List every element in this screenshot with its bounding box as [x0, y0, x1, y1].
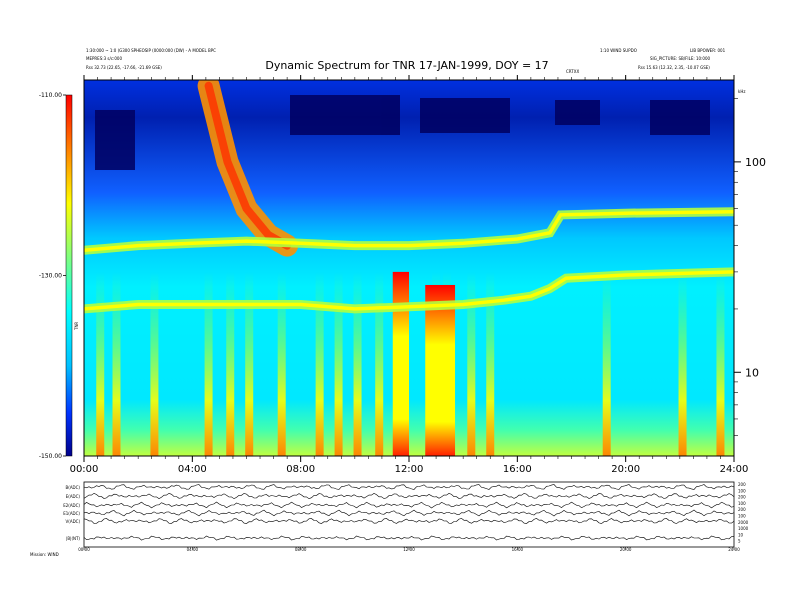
- lower-panels-frame: [83, 481, 735, 548]
- dark-patch: [95, 110, 135, 170]
- dark-patch: [650, 100, 710, 135]
- panel-trace: [83, 484, 735, 490]
- burst-streak: [315, 271, 324, 456]
- colorbar-tick-label: -110.00: [39, 92, 62, 99]
- plasma-band-line: [84, 209, 734, 253]
- x-tick-label: 00:00: [70, 464, 99, 475]
- burst-streak: [467, 271, 476, 456]
- panel-right-tick: 100: [738, 514, 746, 519]
- burst-streak: [334, 271, 343, 456]
- panel-trace: [83, 509, 735, 517]
- x-tick-label: 04:00: [178, 464, 207, 475]
- panel-x-tick-label: 08:00: [295, 547, 307, 552]
- panel-label: E2(ADC): [63, 503, 80, 508]
- panel-right-tick: 200: [738, 507, 746, 512]
- header-right: 1:10 WIND SUPDO LIB BPOWER: 001 SIG_PICT…: [600, 48, 726, 70]
- panel-label: E(ADC): [66, 494, 81, 499]
- panel-right-tick: 100: [738, 488, 746, 493]
- burst-streak: [353, 271, 362, 456]
- panel-x-tick-label: 16:00: [512, 547, 524, 552]
- burst-streak: [277, 271, 286, 456]
- burst-streak: [716, 271, 725, 456]
- dark-patch: [420, 98, 510, 133]
- panel-trace: [83, 501, 735, 509]
- panel-label: E1(ADC): [63, 511, 80, 516]
- burst-streak: [226, 271, 235, 456]
- panel-trace: [83, 518, 735, 524]
- burst-streak: [375, 271, 384, 456]
- burst-streak: [150, 271, 159, 456]
- header-left-line-1: 1:30:000 ~ 1:0 (G300 SPHEOSIP (0000:000 …: [86, 48, 216, 53]
- colorbar-ramp: [65, 94, 73, 457]
- panel-right-tick: 200: [738, 495, 746, 500]
- panel-right-tick: 100: [738, 501, 746, 506]
- unit-label: kHz: [738, 89, 745, 94]
- chart-title: Dynamic Spectrum for TNR 17-JAN-1999, DO…: [265, 59, 548, 72]
- panel-right-tick: 200: [738, 482, 746, 487]
- burst-streak: [245, 271, 254, 456]
- panel-x-tick-label: 20:00: [620, 547, 632, 552]
- header-left-line-2: MEPRES:3 s/c:000: [86, 56, 122, 61]
- marker-label: CRTXX: [566, 69, 579, 74]
- burst-streak: [486, 271, 495, 456]
- header-right-line-1: 1:10 WIND SUPDO: [600, 48, 637, 53]
- panel-right-tick: 1000: [738, 526, 749, 531]
- panel-right-tick: 10: [738, 532, 744, 537]
- y-tick-label: 10: [745, 366, 759, 379]
- x-tick-label: 24:00: [720, 464, 749, 475]
- burst-streak: [96, 271, 105, 456]
- plasma-band-line: [84, 270, 734, 311]
- header-right-line-3: SIG_PICTURE: SB/FILE: 10:000: [650, 56, 711, 61]
- intense-burst: [392, 271, 409, 456]
- dark-patch: [290, 95, 400, 135]
- burst-streak: [602, 271, 611, 456]
- spectrogram: 00:00 04:00 08:00 12:00 16:00 20:00 24:00 10 10…: [70, 75, 766, 475]
- footer-label: Mission: WIND: [30, 552, 59, 557]
- intense-burst: [425, 284, 456, 456]
- lower-panels: B(ADC)E(ADC)E2(ADC)E1(ADC)V(ADC)|B|(NT) …: [30, 481, 749, 557]
- header-left: 1:30:000 ~ 1:0 (G300 SPHEOSIP (0000:000 …: [86, 48, 216, 70]
- x-tick-label: 20:00: [611, 464, 640, 475]
- panel-label: V(ADC): [66, 519, 81, 524]
- x-tick-label: 08:00: [286, 464, 315, 475]
- burst-streak: [204, 271, 213, 456]
- panel-x-tick-label: 24:00: [728, 547, 740, 552]
- colorbar-tick-label: -130.00: [39, 273, 62, 280]
- burst-streak: [112, 271, 121, 456]
- dark-patch: [555, 100, 600, 125]
- panel-x-tick-label: 12:00: [403, 547, 415, 552]
- burst-streak: [678, 271, 687, 456]
- panel-trace: [83, 535, 735, 541]
- header-right-line-4: Rss 15.63 (12.32, 2.35, -10.07 GSE): [638, 65, 710, 70]
- x-tick-label: 16:00: [503, 464, 532, 475]
- panel-x-tick-label: 00:00: [78, 547, 90, 552]
- header-left-line-3: Rss 32.73 (22.65, -17.66, -21.69 GSE): [86, 65, 162, 70]
- dark-patches: [95, 95, 710, 170]
- panel-label: |B|(NT): [66, 536, 80, 541]
- panel-label: B(ADC): [66, 485, 81, 490]
- x-tick-label: 12:00: [395, 464, 424, 475]
- panel-trace: [83, 492, 735, 500]
- y-tick-label: 100: [745, 156, 766, 169]
- colorbar: -110.00 -130.00 -150.00 TNR: [39, 92, 79, 460]
- panel-right-tick: 5: [738, 539, 741, 544]
- colorbar-unit-label: TNR: [74, 322, 79, 331]
- header-right-line-2: LIB BPOWER: 001: [690, 48, 726, 53]
- colorbar-tick-label: -150.00: [39, 453, 62, 460]
- panel-x-tick-label: 04:00: [187, 547, 199, 552]
- panel-right-tick: 2000: [738, 520, 749, 525]
